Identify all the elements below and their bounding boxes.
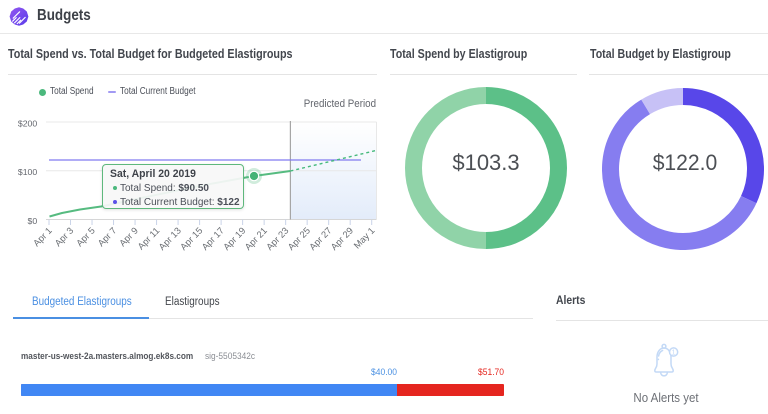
svg-text:Apr 5: Apr 5	[74, 225, 97, 248]
svg-text:Apr 7: Apr 7	[96, 225, 119, 248]
svg-text:May 1: May 1	[352, 225, 377, 250]
svg-text:Apr 19: Apr 19	[221, 225, 247, 252]
svg-text:Apr 3: Apr 3	[53, 225, 76, 248]
svg-text:Apr 17: Apr 17	[200, 225, 226, 252]
svg-text:Apr 25: Apr 25	[286, 225, 312, 252]
svg-text:1: 1	[672, 349, 676, 356]
svg-text:Apr 29: Apr 29	[329, 225, 355, 252]
svg-text:Apr 23: Apr 23	[264, 225, 290, 252]
svg-text:Apr 1: Apr 1	[31, 225, 54, 248]
svg-text:Apr 15: Apr 15	[178, 225, 204, 252]
svg-text:Apr 13: Apr 13	[157, 225, 183, 252]
svg-text:Apr 11: Apr 11	[136, 225, 162, 251]
svg-text:$200: $200	[18, 118, 37, 128]
svg-text:Apr 21: Apr 21	[243, 225, 269, 252]
svg-text:$100: $100	[18, 167, 37, 177]
svg-text:Apr 27: Apr 27	[307, 225, 333, 252]
svg-text:$0: $0	[28, 216, 38, 226]
